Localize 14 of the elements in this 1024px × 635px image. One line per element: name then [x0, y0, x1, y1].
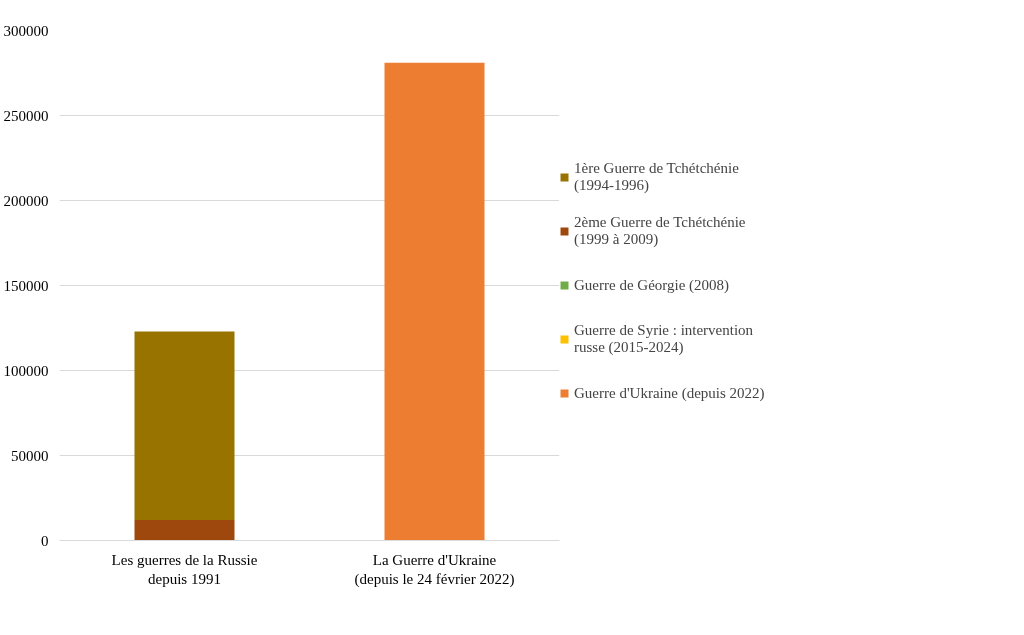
legend-label: Guerre de Syrie : intervention russe (2015-2024): [574, 321, 754, 357]
y-tick-label: 50000: [11, 447, 49, 464]
x-tick-label: La Guerre d'Ukraine (depuis le 24 février 2022): [354, 551, 515, 588]
legend-label: 2ème Guerre de Tchétchénie (1999 à 2009): [574, 213, 746, 249]
legend-label: Guerre de Géorgie (2008): [574, 275, 730, 295]
y-tick-label: 0: [41, 532, 49, 549]
legend-label: 1ère Guerre de Tchétchénie (1994-1996): [574, 159, 739, 195]
x-tick-label: Les guerres de la Russie depuis 1991: [111, 551, 258, 587]
y-tick-label: 150000: [3, 277, 49, 294]
y-tick-label: 200000: [3, 192, 49, 209]
legend-label: Guerre d'Ukraine (depuis 2022): [574, 383, 765, 403]
y-tick-label: 100000: [3, 362, 49, 379]
y-tick-label: 250000: [3, 107, 49, 124]
y-tick-label: 300000: [3, 22, 49, 39]
